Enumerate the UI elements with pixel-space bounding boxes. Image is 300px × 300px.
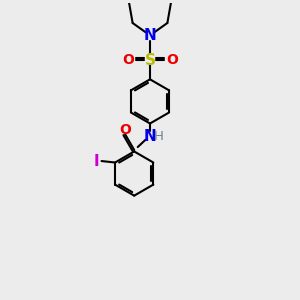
Text: N: N <box>144 28 156 43</box>
Text: O: O <box>166 53 178 67</box>
Text: O: O <box>119 123 131 137</box>
Text: N: N <box>144 129 156 144</box>
Text: H: H <box>154 130 164 143</box>
Text: I: I <box>94 154 99 169</box>
Text: O: O <box>122 53 134 67</box>
Text: S: S <box>145 53 155 68</box>
